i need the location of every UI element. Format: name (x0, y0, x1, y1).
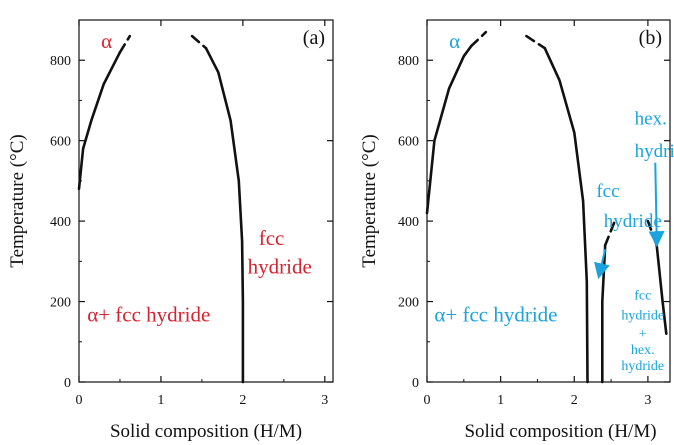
x-axis-title: Solid composition (H/M) (110, 421, 302, 442)
x-tick-label: 1 (497, 393, 504, 408)
y-tick-label: 0 (412, 376, 419, 391)
phase-boundary-8 (655, 243, 668, 336)
x-tick-label: 1 (157, 393, 164, 408)
y-tick-label: 400 (50, 215, 71, 230)
y-axis-title: Temperature (°C) (359, 134, 380, 267)
y-tick-label: 600 (398, 135, 419, 150)
phase-label: α+ fcc hydride (434, 303, 557, 327)
panel-label: (a) (303, 27, 325, 49)
x-tick-label: 2 (571, 393, 578, 408)
x-tick-label: 2 (239, 393, 246, 408)
phase-label: hydride (604, 211, 662, 232)
x-tick-label: 0 (424, 393, 431, 408)
chart-panel-a: 0 1 2 3 0 200 400 600 800 Solid composition (H/M)… (7, 19, 334, 442)
hex-hydride-arrow (648, 162, 665, 248)
plot-frame (426, 19, 671, 383)
phase-label: hydride (635, 141, 674, 162)
phase-boundary-2 (118, 34, 132, 54)
y-tick-label: 200 (50, 296, 71, 311)
phase-boundary-3 (525, 34, 547, 50)
y-tick-label: 600 (50, 135, 71, 150)
x-tick-label: 3 (644, 393, 651, 408)
x-axis-title: Solid composition (H/M) (464, 421, 656, 442)
phase-boundary-1 (77, 50, 122, 191)
phase-boundary-6 (600, 243, 607, 384)
y-tick-label: 800 (50, 54, 71, 69)
y-tick-label: 800 (398, 54, 419, 69)
y-tick-label: 200 (398, 296, 419, 311)
x-tick-label: 3 (321, 393, 328, 408)
y-tick-label: 400 (398, 215, 419, 230)
chart-panel-b: 0 1 2 3 0 200 400 600 800 Solid composition (H/M)… (359, 19, 674, 442)
phase-boundary-3 (190, 34, 208, 50)
y-axis-title: Temperature (°C) (7, 134, 28, 267)
x-tick-label: 0 (76, 393, 83, 408)
phase-label: hydride (621, 309, 664, 324)
phase-label: fcc (634, 289, 651, 304)
fcc-hydride-arrow (594, 249, 610, 280)
phase-label: fcc (259, 226, 285, 250)
phase-label: hydride (248, 254, 312, 278)
y-tick-label: 0 (64, 376, 71, 391)
phase-label: + (639, 327, 647, 342)
phase-label: hex. (631, 343, 655, 358)
plot-frame (78, 19, 334, 383)
phase-label: hydride (621, 359, 664, 374)
phase-boundary-1 (425, 44, 473, 215)
phase-boundary-2 (469, 30, 488, 48)
phase-label: fcc (596, 181, 619, 202)
phase-label: α+ fcc hydride (87, 303, 210, 327)
phase-label: α (101, 29, 112, 53)
panel-label: (b) (639, 27, 662, 49)
phase-label: hex. (635, 109, 667, 130)
phase-boundary-4 (204, 46, 245, 384)
phase-boundary-5 (603, 219, 617, 247)
phase-boundary-4 (543, 46, 589, 384)
phase-label: α (449, 29, 460, 53)
